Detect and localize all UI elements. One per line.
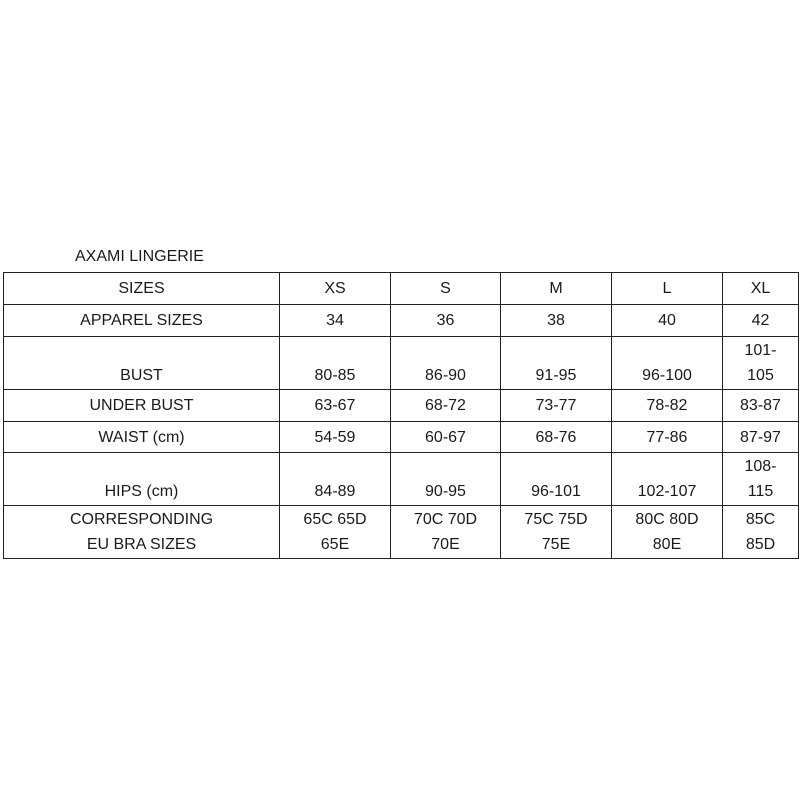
table-cell: 36 <box>390 304 501 337</box>
table-cell: 38 <box>500 304 612 337</box>
size-header: S <box>390 272 501 305</box>
table-cell: 68-76 <box>500 421 612 453</box>
table-cell: 102-107 <box>611 452 723 506</box>
chart-title: AXAMI LINGERIE <box>75 248 204 265</box>
table-cell-line: 75E <box>541 536 571 553</box>
table-cell: 63-67 <box>279 389 391 422</box>
header-row: SIZES XS S M L XL <box>3 272 799 305</box>
table-cell: 34 <box>279 304 391 337</box>
table-cell-line: 108- <box>744 458 777 475</box>
size-header: XL <box>722 272 799 305</box>
table-cell-line: 85D <box>745 536 776 553</box>
size-header: M <box>500 272 612 305</box>
table-cell-line: 80C 80D <box>635 511 699 528</box>
row-label: APPAREL SIZES <box>3 304 280 337</box>
table-row: CORRESPONDING EU BRA SIZES 65C 65D 65E 70C 7… <box>3 505 799 559</box>
table-cell: 96-101 <box>500 452 612 506</box>
table-cell: 85C 85D <box>722 505 799 559</box>
table-cell: 65C 65D 65E <box>279 505 391 559</box>
table-cell-line: 70E <box>431 536 460 553</box>
table-cell-line: 115 <box>747 483 774 500</box>
table-cell: 60-67 <box>390 421 501 453</box>
row-label: SIZES <box>3 272 280 305</box>
table-row: BUST 80-85 86-90 91-95 96-100 101- 105 <box>3 336 799 390</box>
table-cell: 87-97 <box>722 421 799 453</box>
row-label: HIPS (cm) <box>3 452 280 506</box>
table-cell: 108- 115 <box>722 452 799 506</box>
table-cell: 96-100 <box>611 336 723 390</box>
table-row: WAIST (cm) 54-59 60-67 68-76 77-86 87-97 <box>3 421 799 453</box>
size-chart-table: SIZES XS S M L XL APPAREL SIZES 34 36 38 40 42 BUST 8… <box>3 272 799 559</box>
row-label: WAIST (cm) <box>3 421 280 453</box>
table-cell: 86-90 <box>390 336 501 390</box>
table-cell: 68-72 <box>390 389 501 422</box>
table-cell: 77-86 <box>611 421 723 453</box>
row-label: UNDER BUST <box>3 389 280 422</box>
table-cell: 73-77 <box>500 389 612 422</box>
row-label: CORRESPONDING EU BRA SIZES <box>3 505 280 559</box>
table-cell-line: 101- <box>744 342 777 359</box>
size-header: L <box>611 272 723 305</box>
table-row: HIPS (cm) 84-89 90-95 96-101 102-107 108- 115 <box>3 452 799 506</box>
table-cell-line: 105 <box>747 367 774 384</box>
table-row: UNDER BUST 63-67 68-72 73-77 78-82 83-87 <box>3 389 799 422</box>
table-cell: 70C 70D 70E <box>390 505 501 559</box>
table-cell-line: 65E <box>320 536 350 553</box>
table-cell: 83-87 <box>722 389 799 422</box>
table-cell: 80-85 <box>279 336 391 390</box>
table-cell: 84-89 <box>279 452 391 506</box>
table-cell-line: 70C 70D <box>413 511 478 528</box>
row-label-line: EU BRA SIZES <box>86 536 197 553</box>
table-cell: 54-59 <box>279 421 391 453</box>
table-cell: 75C 75D 75E <box>500 505 612 559</box>
table-cell: 40 <box>611 304 723 337</box>
row-label-line: CORRESPONDING <box>69 511 214 528</box>
table-cell: 101- 105 <box>722 336 799 390</box>
size-header: XS <box>279 272 391 305</box>
table-cell-line: 65C 65D <box>303 511 367 528</box>
table-cell-line: 80E <box>652 536 682 553</box>
table-row: APPAREL SIZES 34 36 38 40 42 <box>3 304 799 337</box>
table-cell: 42 <box>722 304 799 337</box>
table-cell: 80C 80D 80E <box>611 505 723 559</box>
table-cell-line: 85C <box>745 511 776 528</box>
table-cell: 91-95 <box>500 336 612 390</box>
row-label: BUST <box>3 336 280 390</box>
table-cell: 90-95 <box>390 452 501 506</box>
table-cell-line: 75C 75D <box>524 511 588 528</box>
table-cell: 78-82 <box>611 389 723 422</box>
